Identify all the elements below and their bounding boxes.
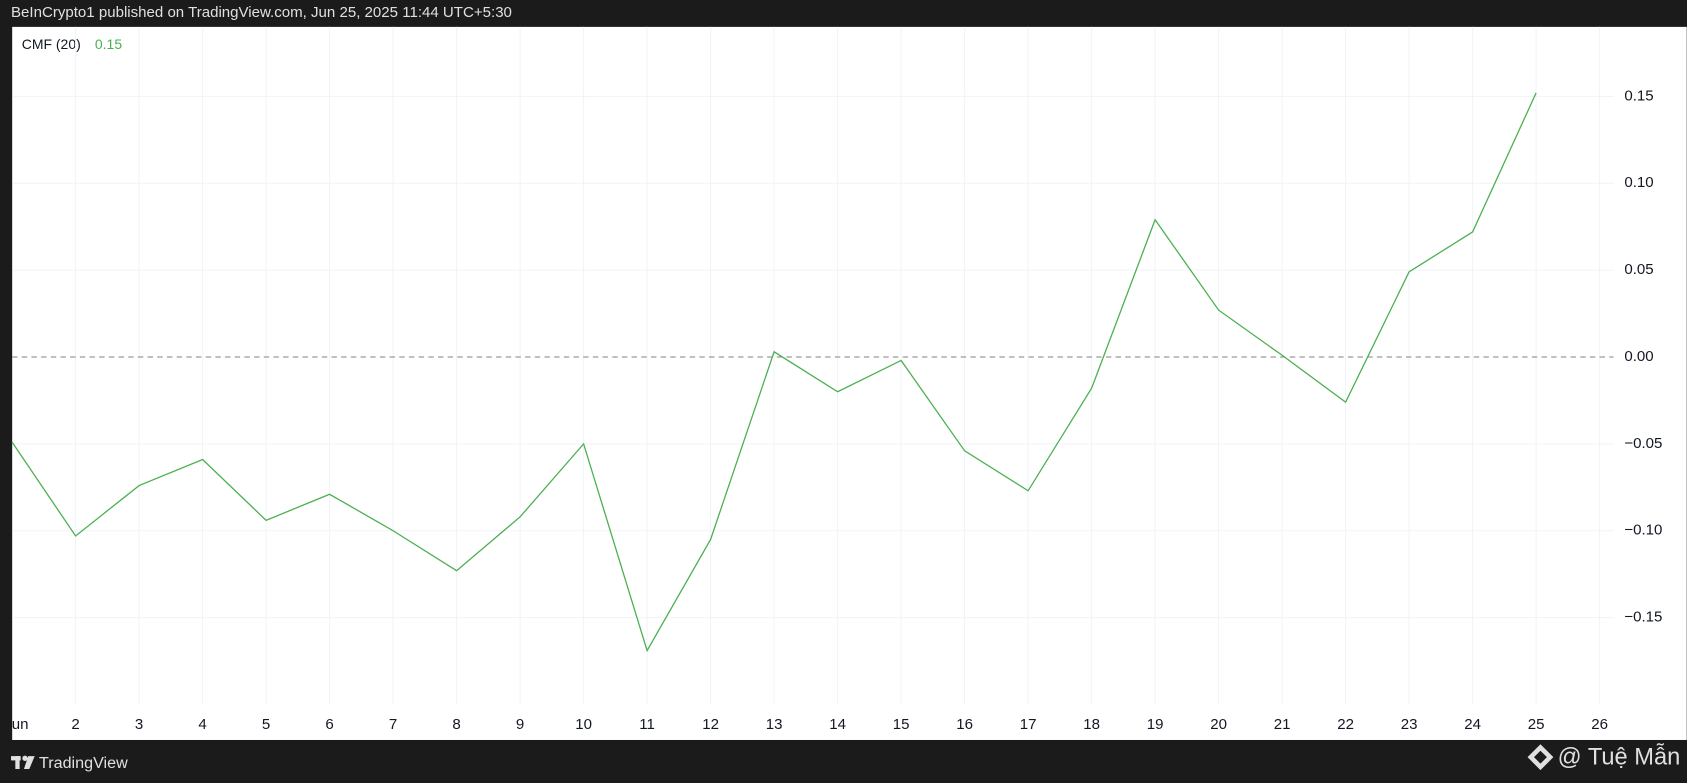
y-tick-label: −0.10: [1624, 522, 1662, 539]
x-tick-label: 24: [1464, 716, 1481, 733]
x-tick-label: 16: [956, 716, 973, 733]
x-tick-label: 5: [262, 716, 270, 733]
y-tick-label: 0.00: [1624, 348, 1653, 365]
x-tick-label: 23: [1401, 716, 1418, 733]
left-frame: [0, 26, 13, 740]
y-tick-label: 0.05: [1624, 261, 1653, 278]
plot-background: [12, 26, 1687, 740]
x-tick-label: 17: [1020, 716, 1037, 733]
cmf-line: [11, 92, 1537, 653]
legend-name: CMF (20): [22, 36, 81, 52]
x-tick-label: 19: [1147, 716, 1164, 733]
x-tick-label: 10: [575, 716, 592, 733]
x-tick-label: 11: [639, 716, 655, 733]
x-tick-label: 7: [389, 716, 397, 733]
y-tick-label: −0.05: [1624, 435, 1662, 452]
x-tick-label: 8: [452, 716, 460, 733]
grid: [12, 26, 1614, 705]
y-tick-label: −0.15: [1624, 609, 1662, 626]
x-tick-label: 2: [71, 716, 79, 733]
y-tick-label: 0.15: [1624, 87, 1653, 104]
x-tick-label: 21: [1274, 716, 1291, 733]
x-tick-label: 6: [325, 716, 333, 733]
labels: Jun 2 3 4 5 6 7 8 9 10 11 12 13 14 15 16 17 18 19 20 21 22 23 2…: [4, 87, 1662, 733]
x-tick-label: 18: [1083, 716, 1100, 733]
y-tick-label: 0.10: [1624, 174, 1653, 191]
x-tick-label: 25: [1528, 716, 1545, 733]
x-tick-label: 26: [1591, 716, 1608, 733]
x-tick-label: 12: [702, 716, 719, 733]
header-text: BeInCrypto1 published on TradingView.com…: [11, 4, 512, 21]
x-tick-label: 3: [135, 716, 143, 733]
tv-logo: [11, 755, 35, 770]
x-tick-label: 14: [829, 716, 846, 733]
footer-author: @ Tuệ Mẫn: [1558, 744, 1681, 771]
x-tick-label: 13: [766, 716, 783, 733]
x-tick-label: 20: [1210, 716, 1227, 733]
x-tick-label: 22: [1337, 716, 1354, 733]
x-tick-label: 9: [516, 716, 524, 733]
x-tick-label: 15: [893, 716, 910, 733]
x-tick-label: 4: [198, 716, 206, 733]
legend-value: 0.15: [95, 36, 122, 52]
footer-brand: TradingView: [39, 754, 128, 772]
